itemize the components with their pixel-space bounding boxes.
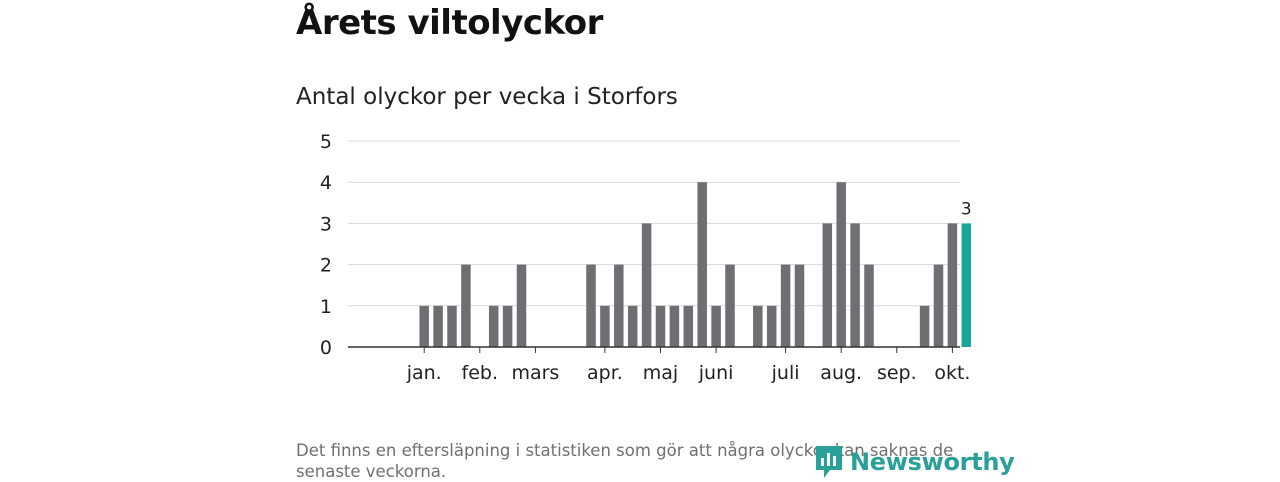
bar	[461, 264, 471, 347]
newsworthy-logo-text: Newsworthy	[850, 448, 1015, 476]
bar	[947, 223, 958, 347]
y-tick-label: 4	[320, 172, 332, 194]
x-tick-label: okt.	[934, 362, 970, 384]
bars	[419, 182, 972, 347]
x-tick-label: jan.	[406, 362, 442, 384]
bar	[697, 182, 707, 347]
x-tick-label: juni	[698, 362, 734, 384]
y-tick-label: 5	[320, 131, 332, 153]
bar	[725, 264, 735, 347]
bar	[600, 305, 610, 347]
bar	[822, 223, 833, 347]
bar	[780, 264, 791, 347]
bar	[753, 305, 763, 347]
newsworthy-logo-icon	[816, 446, 842, 478]
x-tick-label: sep.	[877, 362, 917, 384]
bar	[627, 305, 638, 347]
bar	[433, 305, 443, 347]
bar	[641, 223, 652, 347]
x-tick-label: juli	[771, 362, 800, 384]
x-axis-ticks: jan. feb. mars apr. maj juni juli aug. sep. okt.	[406, 347, 970, 384]
bar	[655, 305, 666, 347]
data-labels: 3	[961, 199, 972, 219]
bar	[836, 182, 846, 347]
bar	[919, 305, 930, 347]
bar-highlight	[961, 223, 972, 347]
data-label: 3	[961, 199, 972, 219]
footnote: Det finns en eftersläpning i statistiken…	[296, 441, 954, 481]
y-axis-ticks: 0 1 2 3 4 5	[320, 131, 332, 359]
x-tick-label: maj	[643, 362, 678, 384]
bar	[614, 264, 624, 347]
bar	[502, 305, 513, 347]
newsworthy-logo: Newsworthy	[814, 444, 1015, 480]
bar	[864, 264, 874, 347]
chart-title: Antal olyckor per vecka i Storfors	[296, 84, 678, 110]
bar	[419, 305, 429, 347]
bar	[794, 264, 805, 347]
bar	[447, 305, 457, 347]
bar	[586, 264, 596, 347]
x-tick-label: feb.	[462, 362, 498, 384]
bar	[669, 305, 680, 347]
y-tick-label: 2	[320, 255, 332, 277]
x-tick-label: apr.	[587, 362, 623, 384]
bar	[711, 305, 721, 347]
bar	[516, 264, 527, 347]
x-tick-label: mars	[511, 362, 559, 384]
bar	[766, 305, 777, 347]
x-tick-label: aug.	[820, 362, 862, 384]
y-tick-label: 3	[320, 213, 332, 235]
bar	[683, 305, 694, 347]
bar	[488, 305, 499, 347]
bar	[850, 223, 860, 347]
page-title: Årets viltolyckor	[296, 3, 603, 43]
bar	[933, 264, 944, 347]
y-tick-label: 0	[320, 337, 332, 359]
y-tick-label: 1	[320, 296, 332, 318]
